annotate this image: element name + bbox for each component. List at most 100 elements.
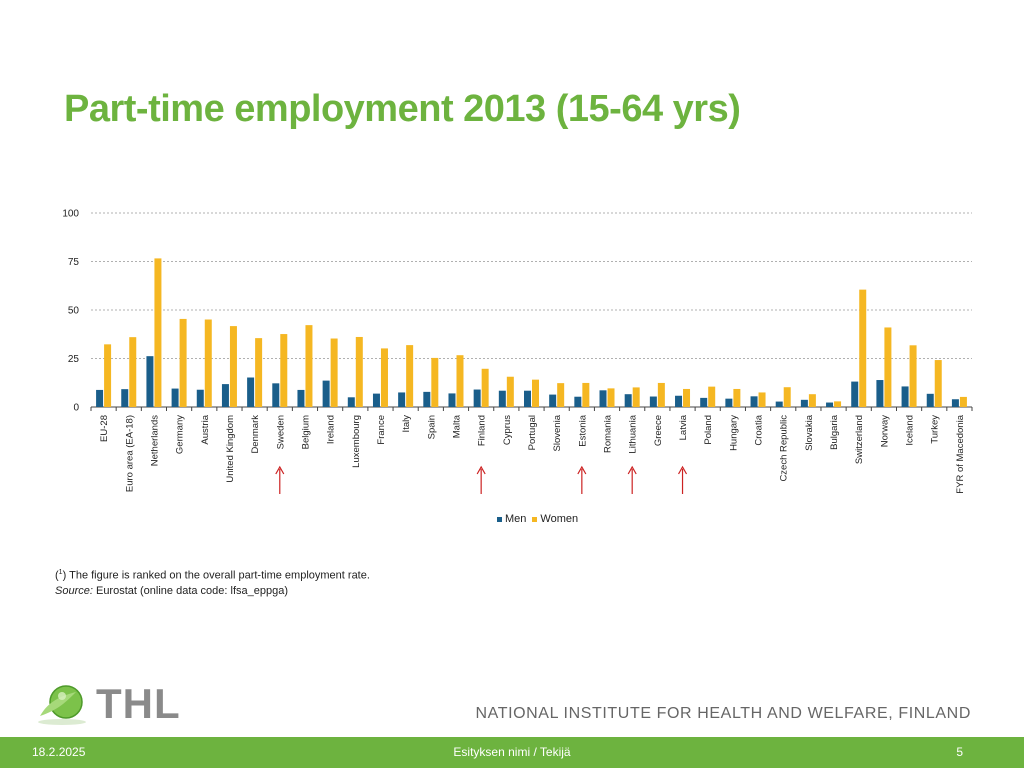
legend-swatch-women <box>532 516 538 522</box>
institute-name: NATIONAL INSTITUTE FOR HEALTH AND WELFAR… <box>475 705 971 722</box>
x-category-label: Estonia <box>577 414 588 446</box>
x-category-label: Italy <box>401 415 412 433</box>
legend-item-men: Men <box>497 513 526 525</box>
bar-women <box>431 357 439 407</box>
x-category-label: Slovenia <box>552 414 563 451</box>
bar-women <box>229 326 237 407</box>
thl-logo: THL <box>36 680 181 728</box>
x-category-label: Malta <box>451 414 462 438</box>
bar-men <box>624 394 632 407</box>
x-category-label: France <box>376 415 387 445</box>
x-category-label: Bulgaria <box>829 414 840 450</box>
bar-women <box>557 383 565 407</box>
bar-women <box>859 289 867 407</box>
bar-women <box>204 319 212 407</box>
footer-date: 18.2.2025 <box>32 745 86 759</box>
footnote-source-line: Source: Eurostat (online data code: lfsa… <box>55 584 370 599</box>
footnote-note-line: (1) The figure is ranked on the overall … <box>55 569 370 582</box>
bar-women <box>255 338 263 407</box>
bar-women <box>104 344 112 407</box>
bar-women <box>154 258 162 407</box>
bar-men <box>750 396 758 407</box>
x-category-label: Iceland <box>905 415 916 446</box>
x-category-label: Cyprus <box>502 415 513 445</box>
bar-women <box>129 337 137 407</box>
y-tick-label: 50 <box>68 306 80 317</box>
bar-men <box>951 399 959 407</box>
bar-men <box>649 396 657 407</box>
bar-women <box>934 360 942 407</box>
bar-women <box>708 386 716 407</box>
x-category-label: Netherlands <box>149 415 160 466</box>
bar-men <box>347 397 355 407</box>
x-category-label: Czech Republic <box>779 415 790 482</box>
bar-women <box>607 388 615 407</box>
bar-women <box>909 345 917 407</box>
y-tick-label: 75 <box>68 257 80 268</box>
bar-men <box>247 377 255 407</box>
bar-women <box>582 382 590 407</box>
bar-women <box>355 336 363 407</box>
bar-women <box>506 376 514 407</box>
bar-men <box>96 389 104 407</box>
y-tick-label: 0 <box>73 403 79 414</box>
x-category-label: Luxembourg <box>351 415 362 468</box>
bar-women <box>456 355 464 407</box>
bar-women <box>758 392 766 407</box>
bar-chart: 0 25 50 75 100 EU-28 Euro area (EA-18) Netherl… <box>62 209 973 494</box>
arrow-up-icon <box>577 465 587 494</box>
bar-women <box>632 387 640 407</box>
x-category-label: Spain <box>426 415 437 439</box>
bar-men <box>297 389 305 407</box>
bar-women <box>380 348 388 407</box>
bar-men <box>196 389 204 407</box>
bar-men <box>901 386 909 407</box>
bar-men <box>574 396 582 407</box>
footer-presentation-name: Esityksen nimi / Tekijä <box>453 745 571 759</box>
x-category-label: Norway <box>879 415 890 447</box>
x-category-label: Germany <box>175 415 186 454</box>
x-category-label: Ireland <box>326 415 337 444</box>
bar-men <box>675 395 683 407</box>
bar-women <box>532 379 539 407</box>
bar-women <box>783 387 791 407</box>
x-category-label: Hungary <box>728 415 739 451</box>
x-category-label: Belgium <box>300 415 311 449</box>
bar-men <box>423 391 431 407</box>
x-category-label: Latvia <box>678 414 689 440</box>
bar-men <box>876 380 884 407</box>
bar-women <box>330 338 338 407</box>
arrow-up-icon <box>627 465 637 494</box>
y-tick-label: 25 <box>68 354 80 365</box>
chart-y-ticks: 0 25 50 75 100 <box>62 209 79 414</box>
bar-men <box>926 393 934 407</box>
footer-page-number: 5 <box>956 745 963 759</box>
bar-men <box>851 381 859 407</box>
chart-legend: Men Women <box>497 513 584 525</box>
bar-men <box>725 398 733 407</box>
source-text: Eurostat (online data code: lfsa_eppga) <box>92 584 288 597</box>
bar-men <box>221 384 229 407</box>
x-category-label: Finland <box>477 415 488 446</box>
arrow-up-icon <box>275 465 285 494</box>
x-category-label: Turkey <box>930 415 941 444</box>
bar-men <box>524 390 531 407</box>
bar-women <box>657 382 665 407</box>
chart-gridlines <box>90 212 973 411</box>
bar-men <box>448 393 456 407</box>
x-category-label: Greece <box>653 415 664 446</box>
bar-men <box>473 389 481 407</box>
x-category-label: Denmark <box>250 415 261 454</box>
chart-footnote: (1) The figure is ranked on the overall … <box>55 565 370 599</box>
leaf-globe-icon <box>38 685 86 725</box>
slide-title: Part-time employment 2013 (15-64 yrs) <box>64 88 741 130</box>
bar-women <box>280 334 288 407</box>
bar-women <box>959 396 967 407</box>
bar-men <box>372 393 380 407</box>
x-category-label: United Kingdom <box>225 415 236 483</box>
footer-bar: 18.2.2025 Esityksen nimi / Tekijä 5 <box>0 737 1024 768</box>
x-category-label: Austria <box>200 414 211 444</box>
footnote-marker: 1 <box>58 569 63 576</box>
legend-label-women: Women <box>540 513 579 525</box>
x-category-label: EU-28 <box>99 415 110 442</box>
